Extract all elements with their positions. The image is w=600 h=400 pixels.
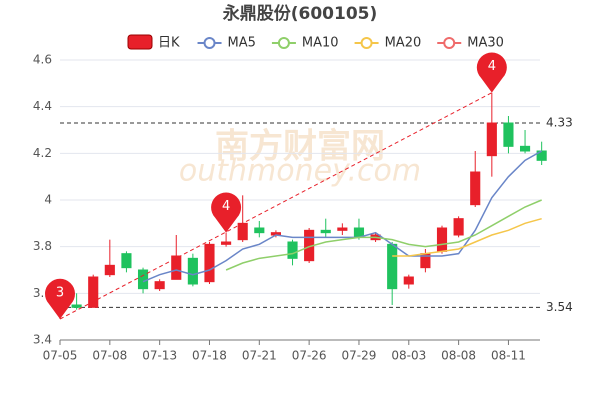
marker-pin [476, 52, 507, 93]
reference-label: 4.33 [546, 116, 573, 130]
legend-dot [443, 37, 456, 49]
candle-body [503, 122, 514, 147]
candle-body [287, 241, 298, 259]
watermark: 南方财富网 [215, 127, 385, 167]
ma-line [392, 217, 542, 257]
legend-label: 日K [158, 36, 180, 51]
y-tick-label: 4 [44, 193, 52, 207]
y-tick-label: 4.2 [33, 146, 52, 160]
candle-body [204, 243, 215, 283]
candle-body [154, 281, 165, 290]
y-tick-label: 3.4 [33, 333, 52, 347]
candle-body [71, 304, 82, 308]
candle-body [221, 241, 232, 245]
legend-dot [277, 37, 290, 49]
marker-label: 3 [56, 286, 64, 301]
candle-body [121, 253, 132, 269]
x-tick-label: 07-13 [142, 349, 177, 363]
candle-body [436, 227, 448, 252]
candle-body [88, 276, 99, 308]
x-tick-label: 07-08 [92, 349, 127, 363]
candle-body [470, 171, 481, 206]
legend-label: MA5 [228, 36, 256, 51]
legend-swatch [127, 34, 153, 50]
x-tick-label: 07-29 [342, 349, 377, 363]
chart-title: 永鼎股份(600105) [222, 3, 378, 24]
ma-line [225, 199, 542, 271]
y-tick-label: 3.8 [33, 239, 52, 253]
x-tick-label: 07-21 [242, 349, 277, 363]
legend-dot [203, 37, 216, 49]
x-tick-label: 07-26 [292, 349, 327, 363]
candle-body [387, 243, 398, 290]
candle-body [104, 264, 115, 276]
ma-line [142, 150, 543, 283]
legend-label: MA30 [467, 36, 504, 51]
legend-label: MA10 [302, 36, 339, 51]
trend-line [59, 92, 493, 320]
x-tick-label: 08-08 [441, 349, 476, 363]
x-tick-label: 07-05 [43, 349, 78, 363]
x-tick-label: 08-03 [391, 349, 426, 363]
y-tick-label: 4.6 [33, 53, 52, 67]
x-tick-label: 07-18 [192, 349, 227, 363]
candle-body [320, 229, 331, 234]
marker-pin [45, 278, 75, 319]
candle-body [337, 227, 348, 231]
y-tick-label: 4.4 [33, 99, 52, 113]
candle-body [237, 222, 248, 241]
candle-body [171, 255, 182, 280]
legend-label: MA20 [385, 36, 422, 51]
candle-body [137, 269, 149, 290]
candle-body [453, 218, 464, 236]
marker-label: 4 [488, 59, 496, 74]
marker-label: 4 [222, 199, 230, 214]
candle-body [254, 227, 265, 234]
candle-body [486, 122, 497, 157]
reference-label: 3.54 [546, 300, 573, 314]
x-tick-label: 08-11 [491, 349, 526, 363]
marker-pin [211, 192, 242, 233]
candle-body [403, 276, 414, 285]
candle-body [519, 145, 531, 152]
watermark: outhmoney.com [179, 154, 421, 189]
candle-body [187, 257, 198, 285]
legend-dot [360, 37, 373, 49]
